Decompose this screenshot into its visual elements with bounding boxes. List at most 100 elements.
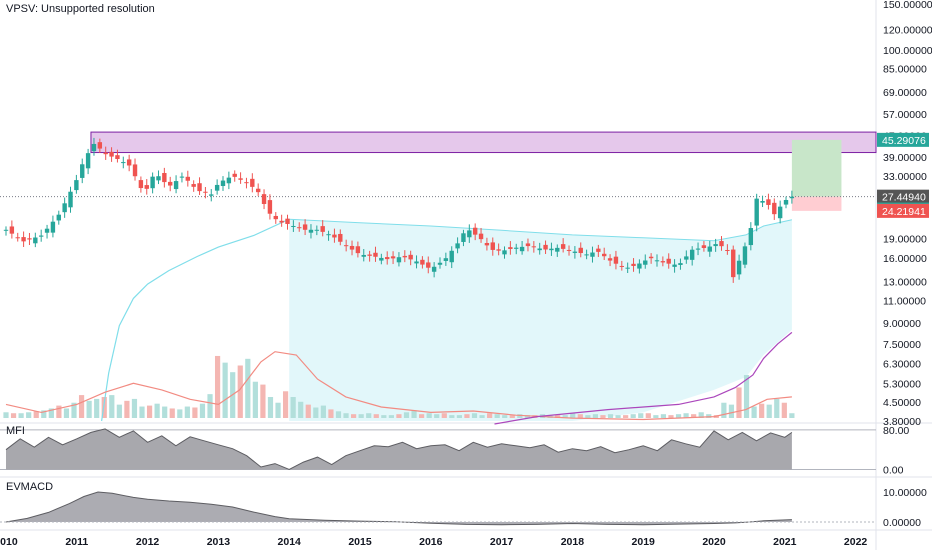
volume-bar xyxy=(479,415,485,418)
candle-body xyxy=(736,260,742,275)
volume-bar xyxy=(313,407,319,418)
candle-body xyxy=(56,214,61,221)
volume-bar xyxy=(48,408,54,418)
candle-body xyxy=(619,265,625,267)
candle-body xyxy=(197,183,202,192)
candle-body xyxy=(220,180,226,187)
candle-body xyxy=(660,261,666,263)
candle-body xyxy=(291,225,296,227)
volume-bar xyxy=(328,409,334,418)
candle-body xyxy=(385,257,390,260)
candle-body xyxy=(467,230,472,238)
candle-body xyxy=(490,242,495,250)
candle-body xyxy=(379,257,384,261)
y-tick-label: 57.00000 xyxy=(883,109,927,121)
volume-bar xyxy=(517,414,523,418)
candle-body xyxy=(684,256,689,260)
candle-body xyxy=(126,159,132,166)
volume-bar xyxy=(192,407,198,418)
candle-body xyxy=(302,224,308,230)
candle-body xyxy=(455,243,460,249)
target-price-badge-text: 45.29076 xyxy=(882,135,926,147)
candle-body xyxy=(297,227,302,229)
volume-bar xyxy=(10,413,17,418)
volume-bar xyxy=(351,414,357,418)
candle-body xyxy=(525,243,531,247)
x-tick-label: 2018 xyxy=(561,536,585,548)
candle-body xyxy=(144,185,149,189)
volume-bar xyxy=(373,414,379,418)
candle-body xyxy=(449,250,454,263)
candle-body xyxy=(255,188,261,193)
volume-bar xyxy=(668,415,674,418)
candle-body xyxy=(426,262,431,268)
volume-bar xyxy=(675,414,682,418)
volume-bar xyxy=(169,408,175,418)
candle-body xyxy=(209,194,214,196)
volume-bar xyxy=(290,397,296,418)
volume-bar xyxy=(260,384,266,418)
candle-body xyxy=(572,251,578,253)
volume-bar xyxy=(653,415,659,418)
candle-body xyxy=(261,194,267,205)
volume-bar xyxy=(162,406,168,418)
candle-body xyxy=(314,229,320,231)
x-tick-label: 2019 xyxy=(632,536,656,548)
volume-bar xyxy=(426,413,432,418)
volume-bar xyxy=(494,414,500,418)
candle-body xyxy=(654,260,660,262)
mfi-area xyxy=(6,428,792,470)
volume-bar xyxy=(698,412,704,418)
chart-title: VPSV: Unsupported resolution xyxy=(6,3,155,15)
candle-body xyxy=(44,228,50,233)
candle-body xyxy=(91,143,97,152)
x-tick-label: 2020 xyxy=(702,536,726,548)
candle-body xyxy=(555,247,560,252)
candle-body xyxy=(701,245,707,249)
volume-bar xyxy=(86,400,92,418)
evmacd-tick-label: 0.00000 xyxy=(883,517,921,529)
volume-bar xyxy=(630,414,636,418)
volume-bar xyxy=(441,413,447,418)
volume-bar xyxy=(18,413,24,418)
y-tick-label: 7.50000 xyxy=(883,339,921,351)
candle-body xyxy=(85,153,91,169)
candle-body xyxy=(508,247,513,249)
candle-body xyxy=(179,176,185,178)
volume-bar xyxy=(222,362,228,418)
candle-body xyxy=(109,151,114,157)
volume-bar xyxy=(154,403,160,418)
candle-body xyxy=(766,199,771,205)
candle-body xyxy=(484,242,490,246)
candle-body xyxy=(150,176,155,189)
volume-bar xyxy=(245,358,251,418)
candle-body xyxy=(156,176,161,181)
volume-bar xyxy=(381,415,387,418)
candle-body xyxy=(596,248,601,252)
evmacd-line xyxy=(5,491,792,526)
candle-body xyxy=(38,235,44,237)
mfi-tick-label: 0.00 xyxy=(883,465,904,477)
y-tick-label: 69.00000 xyxy=(883,87,927,99)
volume-bar xyxy=(615,415,621,418)
candle-body xyxy=(74,180,79,191)
candle-body xyxy=(514,247,519,249)
volume-bar xyxy=(124,400,130,418)
candle-body xyxy=(648,256,654,259)
candle-body xyxy=(80,164,85,178)
candle-body xyxy=(103,152,108,155)
y-tick-label: 3.80000 xyxy=(883,416,921,428)
volume-bar xyxy=(139,406,145,418)
candle-body xyxy=(33,237,38,244)
x-tick-label: 2013 xyxy=(207,536,231,548)
candle-body xyxy=(731,249,736,278)
volume-bar xyxy=(298,401,304,418)
volume-bar xyxy=(509,415,515,418)
candle-body xyxy=(543,244,548,250)
candle-body xyxy=(343,245,349,247)
volume-bar xyxy=(358,414,364,418)
candle-body xyxy=(560,244,566,249)
candle-body xyxy=(191,184,196,187)
